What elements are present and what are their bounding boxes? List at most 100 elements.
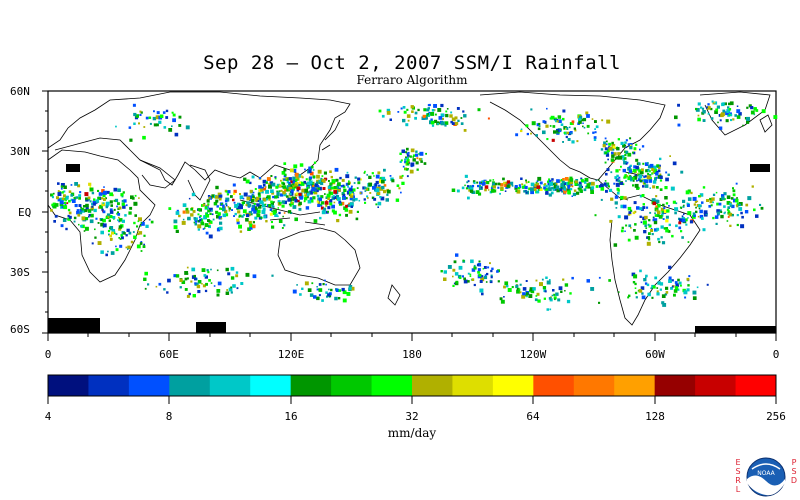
- rain-pixel: [761, 109, 766, 114]
- rain-pixel: [576, 191, 580, 195]
- rain-pixel: [662, 203, 665, 207]
- rain-pixel: [409, 155, 412, 158]
- rain-pixel: [554, 119, 558, 123]
- rain-pixel: [400, 159, 403, 162]
- rain-pixel: [530, 182, 535, 187]
- rain-pixel: [118, 227, 122, 231]
- rain-pixel: [580, 177, 583, 180]
- rain-pixel: [712, 216, 715, 220]
- rain-pixel: [175, 274, 180, 278]
- rain-pixel: [612, 145, 616, 149]
- rain-pixel: [437, 123, 439, 125]
- rain-pixel: [242, 209, 247, 214]
- rain-pixel: [261, 190, 264, 194]
- rain-pixel: [140, 221, 145, 226]
- rain-pixel: [570, 132, 573, 135]
- rain-pixel: [736, 223, 739, 227]
- rain-pixel: [724, 102, 727, 106]
- rain-pixel: [220, 217, 223, 220]
- rain-pixel: [131, 197, 135, 200]
- rain-pixel: [540, 186, 542, 189]
- rain-pixel: [697, 102, 701, 106]
- coast-uk: [759, 114, 773, 133]
- rain-pixel: [712, 193, 716, 196]
- rain-pixel: [661, 301, 665, 305]
- rain-pixel: [222, 204, 225, 207]
- rain-pixel: [310, 199, 314, 203]
- rain-pixel: [320, 195, 324, 199]
- rain-pixel: [168, 128, 173, 132]
- rain-pixel: [576, 140, 579, 143]
- rain-pixel: [206, 199, 210, 203]
- rain-pixel: [246, 196, 251, 201]
- rain-pixel: [275, 195, 279, 199]
- rain-pixel: [295, 192, 299, 195]
- rain-pixel: [471, 278, 475, 281]
- rain-pixel: [616, 174, 619, 178]
- rain-pixel: [274, 195, 278, 199]
- rain-pixel: [460, 122, 464, 125]
- rain-pixel: [345, 197, 348, 200]
- rain-pixel: [352, 195, 355, 199]
- rain-pixel: [318, 294, 321, 297]
- rain-pixel: [294, 172, 299, 177]
- rain-pixel: [358, 199, 361, 202]
- rain-pixel: [650, 287, 652, 289]
- rain-pixel: [97, 196, 101, 200]
- rain-pixel: [686, 202, 689, 205]
- rain-pixel: [673, 289, 678, 293]
- rain-pixel: [692, 290, 697, 295]
- rain-pixel: [282, 215, 284, 218]
- rain-pixel: [729, 113, 733, 117]
- rain-pixel: [114, 198, 119, 203]
- rain-pixel: [383, 184, 387, 187]
- rain-pixel: [407, 119, 410, 122]
- rain-pixel: [566, 131, 569, 135]
- y-label-60n: 60N: [10, 85, 30, 98]
- rain-pixel: [138, 122, 140, 125]
- rain-pixel: [490, 274, 493, 277]
- rain-pixel: [675, 224, 678, 228]
- rain-pixel: [290, 180, 294, 184]
- rain-pixel: [296, 284, 298, 286]
- rain-pixel: [194, 220, 198, 223]
- rain-pixel: [129, 206, 133, 210]
- rain-pixel: [625, 180, 627, 182]
- rain-pixel: [220, 203, 223, 206]
- rain-pixel: [197, 224, 202, 229]
- rain-pixel: [292, 196, 294, 199]
- rain-pixel: [569, 176, 573, 180]
- rain-pixel: [326, 193, 331, 198]
- rain-pixel: [226, 193, 229, 196]
- rain-pixel: [333, 210, 337, 215]
- rain-pixel: [243, 192, 248, 197]
- rain-pixel: [349, 191, 352, 194]
- rain-pixel: [379, 179, 383, 183]
- rain-pixel: [611, 154, 615, 158]
- rain-pixel: [631, 177, 635, 180]
- rain-pixel: [256, 213, 261, 218]
- rain-pixel: [658, 166, 661, 169]
- rain-pixel: [692, 296, 697, 300]
- rain-pixel: [528, 187, 531, 191]
- rain-pixel: [356, 187, 359, 189]
- rain-pixel: [100, 219, 103, 221]
- rain-pixel: [729, 204, 733, 207]
- rain-pixel: [614, 176, 618, 179]
- rain-pixel: [331, 204, 335, 209]
- rain-pixel: [627, 296, 630, 299]
- rain-pixel: [738, 203, 741, 207]
- rain-pixel: [642, 206, 646, 209]
- rain-pixel: [545, 191, 549, 195]
- rain-pixel: [562, 186, 566, 190]
- rain-pixel: [281, 185, 284, 188]
- rain-pixel: [718, 209, 722, 213]
- rain-pixel: [117, 211, 119, 214]
- rain-pixel: [308, 166, 312, 171]
- rain-pixel: [248, 203, 252, 207]
- colorbar-cell: [88, 375, 130, 396]
- rain-pixel: [133, 221, 136, 225]
- rain-pixel: [564, 290, 566, 292]
- rain-pixel: [230, 266, 235, 271]
- rain-pixel: [654, 276, 658, 280]
